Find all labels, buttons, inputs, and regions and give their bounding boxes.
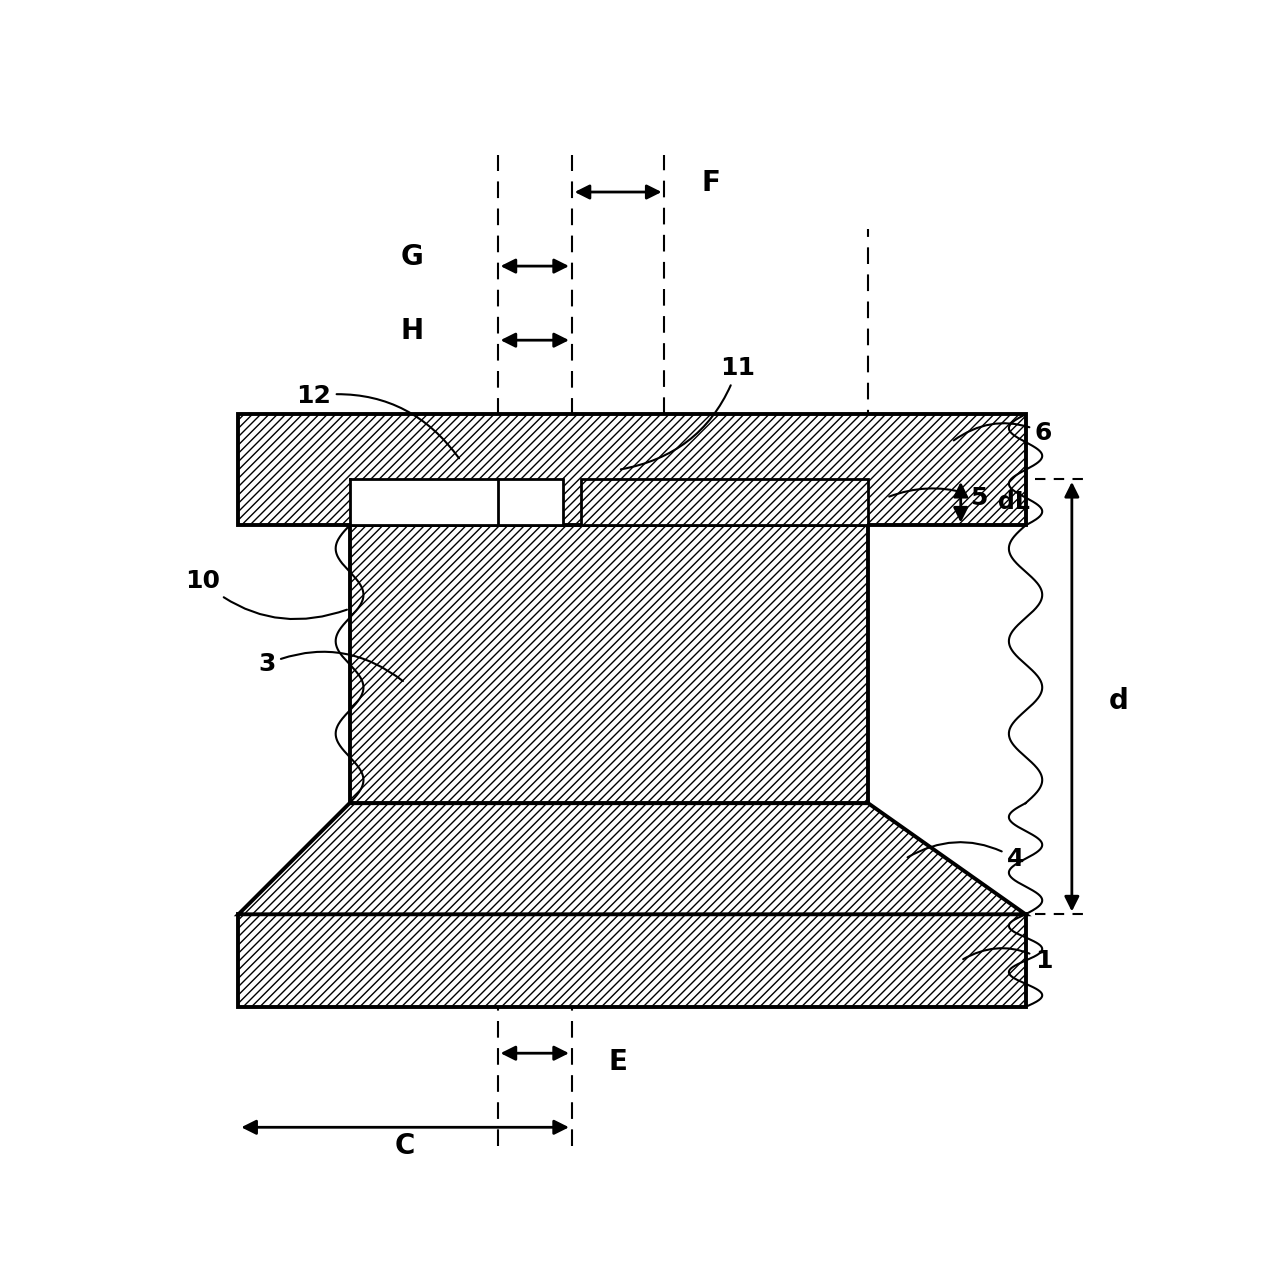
Polygon shape — [239, 803, 1025, 914]
Text: C: C — [394, 1132, 416, 1160]
Text: 10: 10 — [185, 569, 346, 619]
Text: dL: dL — [997, 490, 1030, 514]
Text: 4: 4 — [908, 843, 1024, 871]
Polygon shape — [239, 414, 1025, 526]
Text: 6: 6 — [954, 421, 1052, 444]
Text: G: G — [401, 243, 423, 271]
Text: E: E — [609, 1049, 628, 1077]
Bar — [350, 479, 498, 526]
Polygon shape — [350, 526, 868, 803]
Text: 1: 1 — [963, 948, 1053, 973]
Text: 11: 11 — [621, 356, 755, 470]
Polygon shape — [581, 479, 868, 526]
Text: H: H — [401, 317, 423, 345]
Text: 3: 3 — [258, 652, 403, 681]
Text: F: F — [702, 169, 720, 197]
Text: 5: 5 — [890, 485, 987, 509]
Bar — [498, 479, 562, 526]
Text: d: d — [1109, 687, 1129, 715]
Text: 12: 12 — [296, 383, 459, 458]
Polygon shape — [239, 914, 1025, 1007]
